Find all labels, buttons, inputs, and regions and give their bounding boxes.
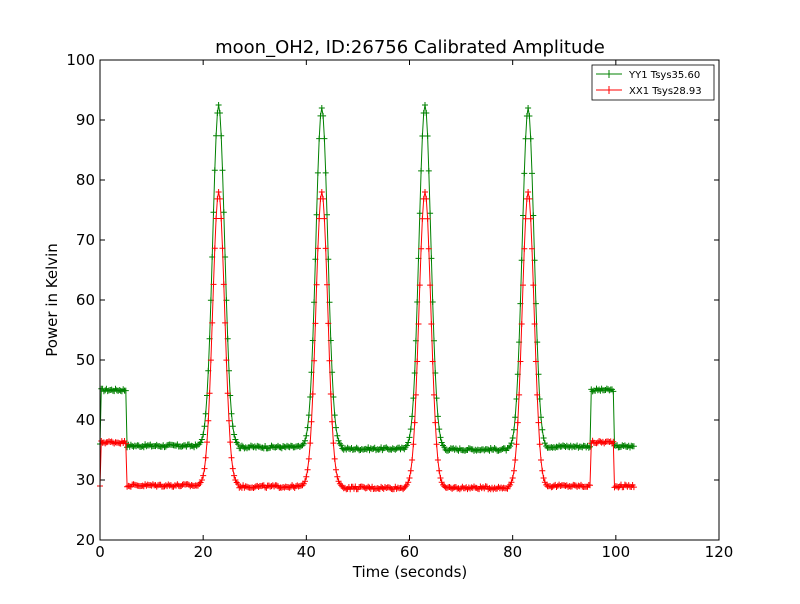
y-tick-label-100: 100 [66,51,95,69]
x-axis-label: Time (seconds) [352,563,468,581]
y-tick-label-40: 40 [76,411,95,429]
x-tick-label-60: 60 [400,543,419,561]
y-tick-label-30: 30 [76,471,95,489]
plot-area [100,60,719,540]
legend-box [591,64,715,101]
chart-title: moon_OH2, ID:26756 Calibrated Amplitude [215,37,605,58]
series-layer [97,102,637,493]
x-tick-label-20: 20 [194,543,213,561]
legend-label-xx1: XX1 Tsys28.93 [629,86,702,97]
legend: YY1 Tsys35.60 XX1 Tsys28.93 [591,64,715,101]
y-tick-label-50: 50 [76,351,95,369]
x-tick-label-120: 120 [705,543,734,561]
legend-marker-xx1 [605,86,613,94]
series-yy1 [97,102,637,454]
x-tick-label-100: 100 [602,543,631,561]
x-tick-label-40: 40 [297,543,316,561]
y-tick-label-70: 70 [76,231,95,249]
legend-label-yy1: YY1 Tsys35.60 [628,70,700,81]
y-axis-label: Power in Kelvin [43,243,61,357]
legend-marker-yy1 [605,70,613,78]
y-tick-label-60: 60 [76,291,95,309]
x-tick-label-80: 80 [503,543,522,561]
x-tick-label-0: 0 [95,543,105,561]
y-tick-label-90: 90 [76,111,95,129]
y-tick-label-80: 80 [76,171,95,189]
plot-frame [99,59,720,541]
y-tick-label-20: 20 [76,531,95,549]
